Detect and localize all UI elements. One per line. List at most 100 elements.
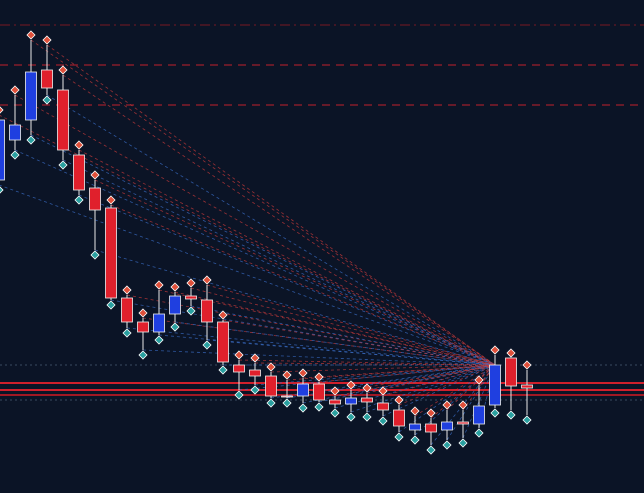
fan-line [398, 364, 496, 406]
candle-body [505, 357, 517, 387]
candle-body [361, 397, 373, 403]
marker [330, 408, 340, 418]
marker [378, 416, 388, 426]
candle-body [153, 313, 165, 333]
marker [26, 135, 36, 145]
marker [250, 353, 260, 363]
fan-line [174, 291, 496, 366]
fan-line [238, 359, 496, 366]
marker [506, 348, 516, 358]
marker [378, 386, 388, 396]
candle-body [425, 423, 437, 433]
marker [186, 306, 196, 316]
fan-line [270, 364, 496, 373]
marker [10, 85, 20, 95]
marker [90, 250, 100, 260]
marker [410, 406, 420, 416]
candle-body [9, 124, 21, 141]
fan-line [190, 305, 496, 366]
marker [298, 403, 308, 413]
marker [266, 398, 276, 408]
marker [522, 415, 532, 425]
marker [42, 95, 52, 105]
fan-line [46, 44, 496, 366]
marker [74, 195, 84, 205]
marker [394, 432, 404, 442]
fan-line [94, 179, 496, 366]
candle-body [281, 395, 293, 398]
marker [170, 282, 180, 292]
marker [154, 335, 164, 345]
fan-line [350, 364, 496, 413]
marker [282, 370, 292, 380]
candle-body [201, 299, 213, 323]
marker [442, 400, 452, 410]
marker [58, 160, 68, 170]
marker [298, 368, 308, 378]
marker [58, 65, 68, 75]
candle-body [249, 369, 261, 377]
candle-body [297, 383, 309, 397]
fan-line [350, 364, 496, 391]
marker [490, 408, 500, 418]
candle-body [473, 405, 485, 425]
marker [122, 328, 132, 338]
candle-body [0, 119, 5, 181]
fan-line [382, 364, 496, 417]
candle-body [169, 295, 181, 315]
fan-line [478, 364, 496, 386]
candle-body [345, 397, 357, 405]
marker [74, 140, 84, 150]
marker [362, 383, 372, 393]
marker [458, 400, 468, 410]
fan-line [190, 287, 496, 366]
fan-line [222, 319, 496, 366]
fan-line [78, 149, 496, 366]
fan-line [62, 159, 496, 366]
candle-body [329, 399, 341, 405]
candle-body [89, 187, 101, 211]
marker [186, 278, 196, 288]
marker [10, 150, 20, 160]
candle-body [441, 421, 453, 431]
marker [90, 170, 100, 180]
candle-body [105, 207, 117, 299]
fan-line [430, 364, 496, 419]
marker [362, 412, 372, 422]
marker [138, 308, 148, 318]
candle-body [57, 89, 69, 151]
fan-line [286, 364, 496, 399]
fan-line [206, 284, 496, 366]
fan-line [0, 184, 496, 366]
fan-line [366, 364, 496, 413]
marker [506, 410, 516, 420]
marker [474, 428, 484, 438]
candle-body [409, 423, 421, 431]
candle-body [73, 154, 85, 191]
candle-body [185, 295, 197, 300]
fan-line [14, 149, 496, 366]
candle-body [521, 384, 533, 389]
marker [202, 275, 212, 285]
fan-line [14, 94, 496, 366]
marker [138, 350, 148, 360]
candle-body [121, 297, 133, 323]
fan-line [142, 317, 496, 366]
marker [106, 300, 116, 310]
fan-line [142, 349, 496, 366]
marker [0, 106, 4, 114]
candle-body [41, 69, 53, 89]
fan-line [254, 364, 496, 386]
fan-line [414, 364, 496, 417]
fan-line [286, 364, 496, 381]
candle-body [137, 321, 149, 333]
marker [0, 186, 4, 194]
fan-line [302, 364, 496, 379]
fan-line [30, 134, 496, 366]
marker [122, 285, 132, 295]
marker [234, 390, 244, 400]
fan-line [158, 334, 496, 366]
